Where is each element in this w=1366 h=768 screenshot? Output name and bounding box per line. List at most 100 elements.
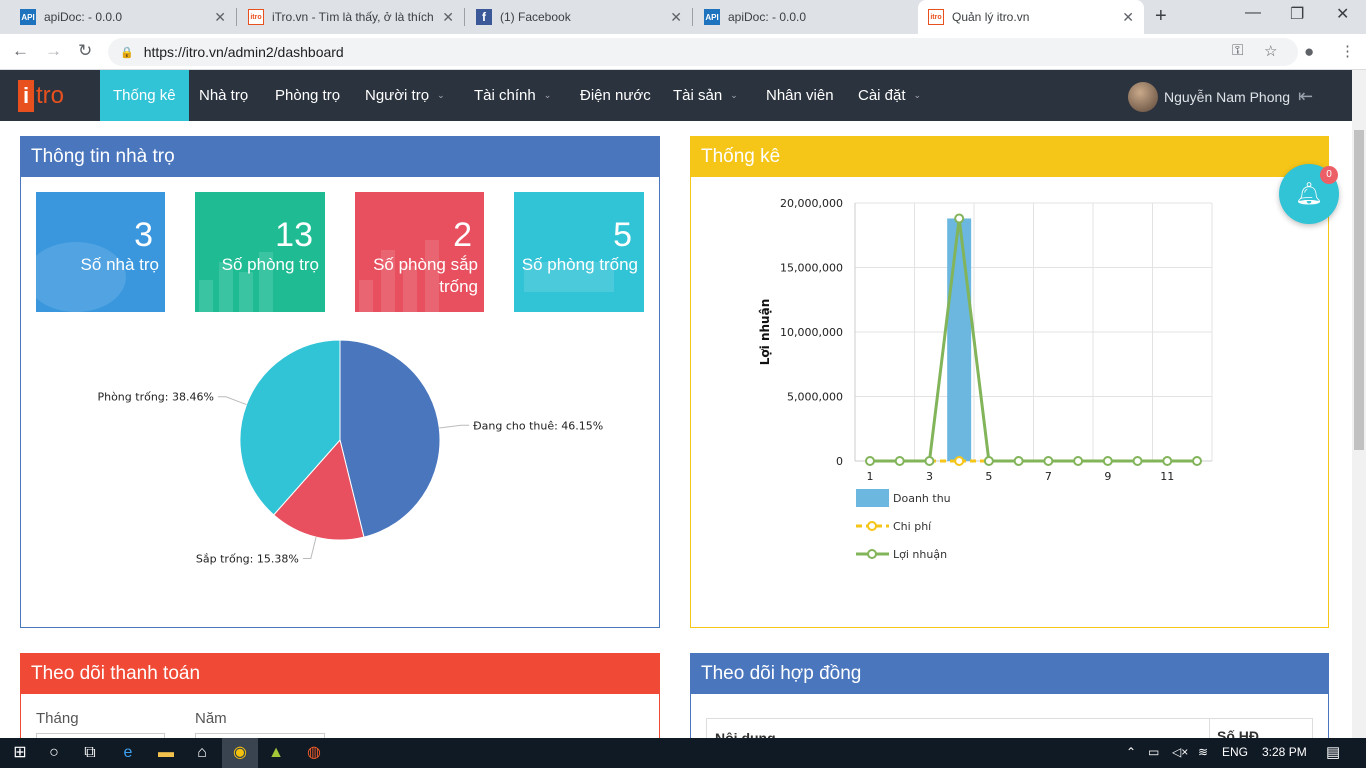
- profile-icon[interactable]: ●: [1304, 42, 1315, 61]
- close-tab-icon[interactable]: ✕: [1122, 9, 1134, 25]
- month-label: Tháng: [36, 710, 79, 727]
- year-label: Năm: [195, 710, 227, 727]
- bar-decoration: [199, 280, 213, 312]
- clock[interactable]: 3:28 PM: [1262, 745, 1307, 759]
- chevron-down-icon: ⌄: [437, 90, 445, 100]
- key-icon[interactable]: ⚿: [1232, 42, 1244, 59]
- close-tab-icon[interactable]: ✕: [214, 9, 226, 25]
- show-hidden-icons[interactable]: ⌃: [1126, 745, 1137, 759]
- star-icon[interactable]: ☆: [1264, 43, 1278, 60]
- stat-card-houses[interactable]: 3 Số nhà trọ: [36, 192, 165, 312]
- tab-title: (1) Facebook: [500, 10, 571, 24]
- legend-marker: [867, 549, 877, 559]
- column-divider: [1209, 719, 1210, 739]
- itro-favicon-icon: itro: [248, 9, 264, 25]
- x-tick-label: 1: [867, 470, 874, 483]
- y-axis-label: Lợi nhuận: [758, 299, 772, 365]
- nav-item-phong-tro[interactable]: Phòng trọ: [262, 70, 353, 121]
- stat-card-rooms[interactable]: 13 Số phòng trọ: [195, 192, 325, 312]
- chat-bubble-decoration: [36, 242, 126, 312]
- legend-label: Chi phí: [893, 520, 932, 533]
- close-window-icon[interactable]: ✕: [1336, 6, 1350, 23]
- postman-icon[interactable]: ◍: [307, 744, 321, 761]
- tab-title: Quản lý itro.vn: [952, 10, 1030, 24]
- browser-tab[interactable]: itro iTro.vn - Tìm là thấy, ở là thích ✕: [238, 0, 464, 34]
- wifi-icon[interactable]: ≋: [1198, 745, 1209, 759]
- nav-item-nha-tro[interactable]: Nhà trọ: [186, 70, 261, 121]
- stat-card-leaving-soon[interactable]: 2 Số phòng sắp trống: [355, 192, 484, 312]
- windows-start-icon[interactable]: ⊞: [13, 744, 27, 761]
- volume-icon[interactable]: ◁×: [1172, 745, 1189, 759]
- stat-label: Số nhà trọ: [80, 255, 159, 274]
- browser-tab[interactable]: f (1) Facebook ✕: [466, 0, 692, 34]
- pie-slice-label: Phòng trống: 38.46%: [97, 391, 213, 404]
- x-tick-label: 5: [985, 470, 992, 483]
- nav-item-dien-nuoc[interactable]: Điện nước: [567, 70, 664, 121]
- android-studio-icon[interactable]: ▲: [268, 744, 284, 761]
- notification-count-badge: 0: [1320, 166, 1338, 184]
- close-tab-icon[interactable]: ✕: [670, 9, 682, 25]
- close-tab-icon[interactable]: ✕: [442, 9, 454, 25]
- logout-icon[interactable]: ⇤: [1298, 86, 1314, 106]
- browser-tab-active[interactable]: itro Quản lý itro.vn ✕: [918, 0, 1144, 34]
- language-indicator[interactable]: ENG: [1222, 745, 1249, 759]
- new-tab-icon[interactable]: +: [1155, 5, 1167, 27]
- windows-taskbar: ⊞ ○ ⧉ e ▬ ⌂ ◉ ▲ ◍ ⌃ ▭ ◁× ≋ ENG 3:28 PM ▤: [0, 738, 1366, 768]
- search-icon[interactable]: ○: [49, 744, 59, 761]
- stat-value: 5: [613, 216, 632, 254]
- avatar: [1128, 82, 1158, 112]
- url-field[interactable]: 🔒 https://itro.vn/admin2/dashboard: [108, 38, 1298, 66]
- edge-icon[interactable]: e: [123, 744, 133, 761]
- legend-label: Doanh thu: [893, 492, 951, 505]
- scrollbar-thumb[interactable]: [1354, 130, 1364, 450]
- card-decoration: [524, 262, 614, 292]
- panel-title: Thống kê: [691, 137, 1328, 177]
- nav-item-tai-san[interactable]: Tài sản ⌄: [660, 70, 751, 121]
- nav-item-tai-chinh[interactable]: Tài chính ⌄: [461, 70, 564, 121]
- chevron-down-icon: ⌄: [730, 90, 738, 100]
- nav-item-nhan-vien[interactable]: Nhân viên: [753, 70, 847, 121]
- chrome-icon[interactable]: ◉: [233, 744, 247, 761]
- user-name: Nguyễn Nam Phong: [1164, 89, 1291, 105]
- api-favicon-icon: API: [20, 9, 36, 25]
- back-icon[interactable]: ←: [12, 41, 29, 60]
- stat-value: 2: [453, 216, 472, 254]
- restore-icon[interactable]: ❐: [1290, 6, 1305, 23]
- battery-icon[interactable]: ▭: [1148, 745, 1160, 759]
- nav-label: Tài sản: [673, 87, 723, 104]
- menu-icon[interactable]: ⋮: [1340, 43, 1355, 60]
- task-view-icon[interactable]: ⧉: [84, 744, 96, 761]
- store-icon[interactable]: ⌂: [197, 744, 207, 761]
- stat-card-vacant[interactable]: 5 Số phòng trống: [514, 192, 644, 312]
- nav-label: Điện nước: [580, 87, 651, 104]
- x-tick-label: 3: [926, 470, 933, 483]
- user-menu[interactable]: Nguyễn Nam Phong: [1128, 82, 1290, 112]
- chevron-down-icon: ⌄: [543, 90, 552, 100]
- tab-title: apiDoc: - 0.0.0: [728, 10, 807, 24]
- legend-swatch: [856, 489, 889, 507]
- itro-logo[interactable]: i tro: [18, 78, 72, 114]
- profit-chart: 20,000,000 15,000,000 10,000,000 5,000,000 0…: [758, 197, 1213, 561]
- nav-label: Nhà trọ: [199, 87, 249, 104]
- action-center-icon[interactable]: ▤: [1326, 744, 1341, 761]
- nav-item-thong-ke[interactable]: Thống kê: [100, 70, 189, 121]
- profit-point: [865, 456, 875, 466]
- profit-point: [1192, 456, 1202, 466]
- browser-tab[interactable]: API apiDoc: - 0.0.0 ✕: [10, 0, 236, 34]
- browser-tab[interactable]: API apiDoc: - 0.0.0: [694, 0, 916, 34]
- file-explorer-icon[interactable]: ▬: [158, 744, 174, 761]
- page-scrollbar[interactable]: [1352, 70, 1366, 738]
- pie-label-leader: [439, 424, 470, 429]
- active-app-highlight: [222, 738, 258, 768]
- minimize-icon[interactable]: —: [1245, 4, 1261, 21]
- nav-item-nguoi-tro[interactable]: Người trọ ⌄: [352, 70, 458, 121]
- nav-label: Tài chính: [474, 87, 536, 104]
- profit-point: [1162, 456, 1173, 466]
- stats-panel: Thống kê: [690, 136, 1329, 628]
- profit-point: [1013, 456, 1024, 466]
- reload-icon[interactable]: ↻: [78, 41, 93, 60]
- bell-icon: 🔔︎: [1295, 181, 1323, 206]
- forward-icon[interactable]: →: [45, 41, 62, 60]
- nav-item-cai-dat[interactable]: Cài đặt ⌄: [845, 70, 934, 121]
- tab-divider: [692, 8, 693, 26]
